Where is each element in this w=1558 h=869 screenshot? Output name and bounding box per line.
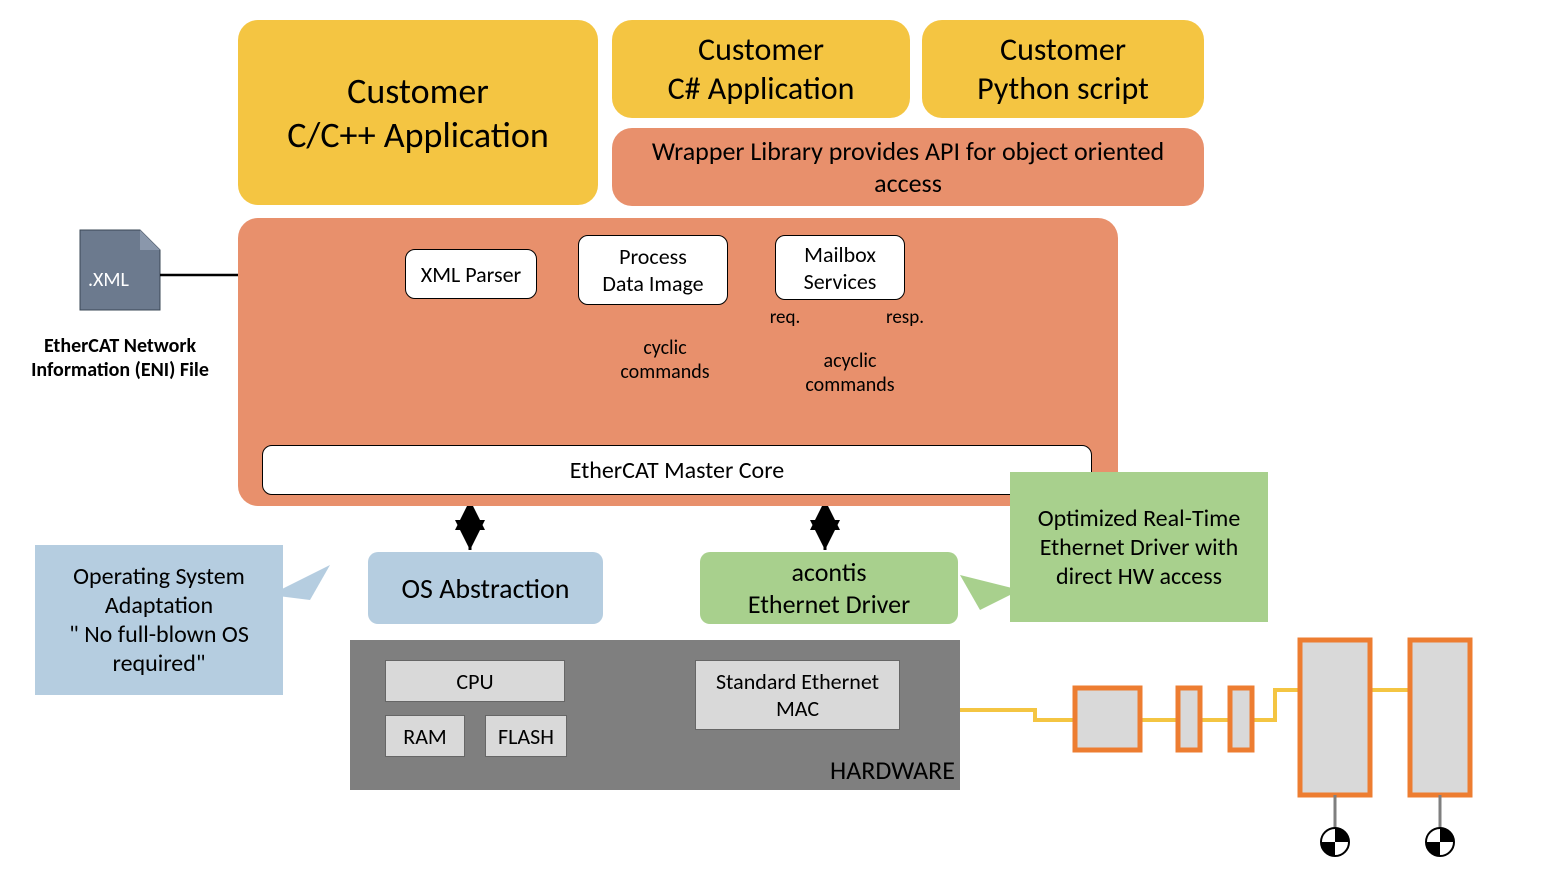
resp-label: resp. [875, 305, 935, 330]
master-core-box: EtherCAT Master Core [262, 445, 1092, 495]
mac-box: Standard Ethernet MAC [695, 660, 900, 730]
ram-box: RAM [385, 715, 465, 757]
flash-box: FLASH [485, 715, 567, 757]
driver-callout-box: Optimized Real-Time Ethernet Driver with… [1010, 472, 1268, 622]
customer-python-box: Customer Python script [922, 20, 1204, 118]
customer-cpp-box: Customer C/C++ Application [238, 20, 598, 205]
hardware-label: HARDWARE [795, 752, 955, 787]
customer-csharp-box: Customer C# Application [612, 20, 910, 118]
mailbox-box: Mailbox Services [775, 235, 905, 300]
hardware-chain [1075, 640, 1470, 856]
cyclic-label: cyclic commands [605, 330, 725, 390]
xml-parser-box: XML Parser [405, 249, 537, 299]
acyclic-label: acyclic commands [790, 345, 910, 400]
os-callout-box: Operating System Adaptation " No full-bl… [35, 545, 283, 695]
eni-caption: EtherCAT Network Information (ENI) File [20, 318, 220, 398]
xml-ext-label: .XML [80, 265, 160, 295]
cpu-box: CPU [385, 660, 565, 702]
req-label: req. [760, 305, 810, 330]
ethernet-driver-box: acontis Ethernet Driver [700, 552, 958, 624]
process-data-box: Process Data Image [578, 235, 728, 305]
wrapper-box: Wrapper Library provides API for object … [612, 128, 1204, 206]
os-abstraction-box: OS Abstraction [368, 552, 603, 624]
